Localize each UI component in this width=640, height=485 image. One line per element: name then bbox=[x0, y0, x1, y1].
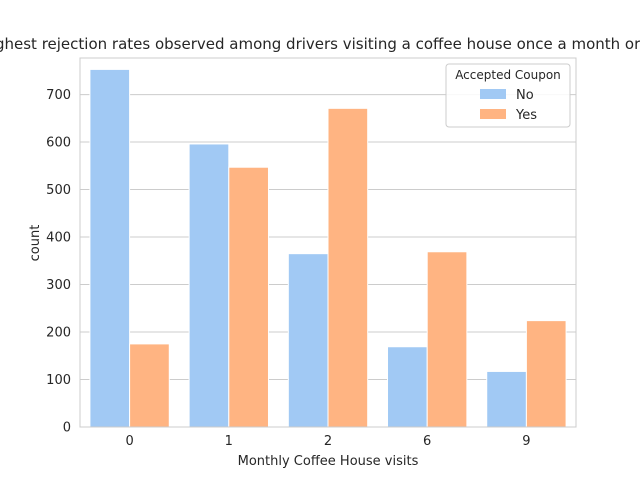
y-tick-label: 200 bbox=[46, 326, 71, 341]
bar-no-6 bbox=[387, 346, 428, 428]
axes: 0 100 200 300 400 500 600 700 0 1 2 6 9 bbox=[46, 57, 577, 449]
chart-title: ighest rejection rates observed among dr… bbox=[0, 35, 640, 53]
bars bbox=[89, 68, 567, 428]
y-tick-label: 0 bbox=[63, 421, 71, 436]
y-tick-label: 500 bbox=[46, 183, 71, 198]
y-tick-label: 300 bbox=[46, 278, 71, 293]
x-tick-label: 2 bbox=[324, 434, 332, 449]
legend-swatch-no bbox=[480, 89, 506, 99]
y-tick-label: 700 bbox=[46, 88, 71, 103]
bar-yes-0 bbox=[129, 343, 170, 428]
bar-no-1 bbox=[188, 143, 230, 428]
bar-yes-6 bbox=[426, 251, 468, 428]
legend-swatch-yes bbox=[480, 109, 506, 119]
bar-no-9 bbox=[486, 370, 527, 428]
bar-no-0 bbox=[89, 68, 131, 428]
bar-yes-2 bbox=[327, 107, 369, 428]
x-tick-label: 1 bbox=[225, 434, 233, 449]
bar-no-2 bbox=[287, 253, 329, 428]
x-tick-label: 6 bbox=[423, 434, 431, 449]
x-axis-label: Monthly Coffee House visits bbox=[238, 454, 419, 469]
bar-yes-9 bbox=[525, 320, 567, 428]
legend: Accepted Coupon No Yes bbox=[445, 63, 571, 128]
legend-box bbox=[445, 63, 571, 128]
y-tick-label: 400 bbox=[46, 231, 71, 246]
legend-label-yes: Yes bbox=[515, 108, 537, 123]
y-axis-label: count bbox=[28, 225, 43, 262]
bar-yes-1 bbox=[228, 166, 269, 428]
y-tick-label: 600 bbox=[46, 136, 71, 151]
legend-title: Accepted Coupon bbox=[455, 68, 561, 82]
y-tick-label: 100 bbox=[46, 373, 71, 388]
plot-frame bbox=[79, 57, 577, 428]
legend-label-no: No bbox=[516, 88, 534, 103]
x-tick-label: 9 bbox=[522, 434, 530, 449]
x-tick-label: 0 bbox=[125, 434, 133, 449]
